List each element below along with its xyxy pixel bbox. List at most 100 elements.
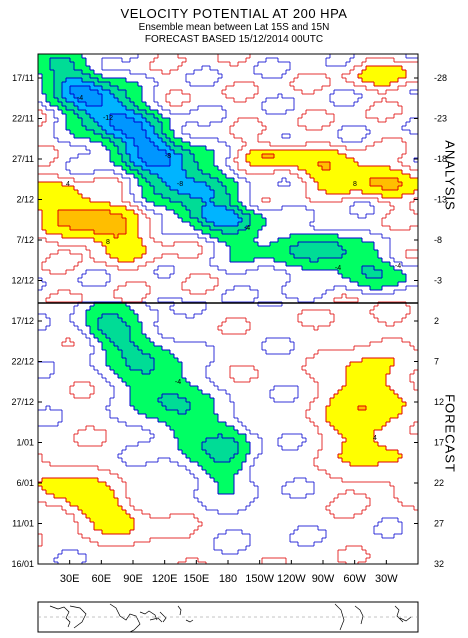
field-cell bbox=[54, 194, 59, 199]
field-cell bbox=[102, 214, 107, 219]
field-cell bbox=[302, 238, 307, 243]
field-cell bbox=[106, 362, 111, 367]
field-cell bbox=[82, 202, 87, 207]
field-cell bbox=[162, 386, 167, 391]
field-cell bbox=[246, 154, 251, 159]
field-cell bbox=[70, 106, 75, 111]
field-cell bbox=[138, 382, 143, 387]
field-cell bbox=[42, 78, 47, 83]
field-cell bbox=[374, 274, 379, 279]
field-cell bbox=[154, 350, 159, 355]
field-cell bbox=[162, 406, 167, 411]
field-cell bbox=[138, 238, 143, 243]
field-cell bbox=[90, 218, 95, 223]
field-cell bbox=[126, 218, 131, 223]
field-cell bbox=[146, 354, 151, 359]
field-cell bbox=[186, 194, 191, 199]
field-cell bbox=[74, 106, 79, 111]
field-cell bbox=[134, 130, 139, 135]
field-cell bbox=[110, 338, 115, 343]
field-cell bbox=[50, 82, 55, 87]
field-cell bbox=[70, 498, 75, 503]
field-cell bbox=[382, 402, 387, 407]
field-cell bbox=[190, 398, 195, 403]
field-cell bbox=[102, 326, 107, 331]
field-cell bbox=[130, 378, 135, 383]
field-cell bbox=[334, 186, 339, 191]
field-cell bbox=[342, 406, 347, 411]
field-cell bbox=[118, 142, 123, 147]
field-cell bbox=[366, 246, 371, 251]
field-cell bbox=[378, 390, 383, 395]
field-cell bbox=[242, 238, 247, 243]
field-cell bbox=[142, 114, 147, 119]
field-cell bbox=[350, 398, 355, 403]
field-cell bbox=[206, 430, 211, 435]
field-cell bbox=[338, 182, 343, 187]
field-cell bbox=[162, 170, 167, 175]
field-cell bbox=[138, 390, 143, 395]
field-cell bbox=[230, 482, 235, 487]
field-cell bbox=[158, 182, 163, 187]
field-cell bbox=[106, 358, 111, 363]
field-cell bbox=[110, 310, 115, 315]
field-cell bbox=[94, 314, 99, 319]
field-cell bbox=[74, 206, 79, 211]
field-cell bbox=[150, 142, 155, 147]
field-cell bbox=[134, 386, 139, 391]
field-cell bbox=[70, 58, 75, 63]
field-cell bbox=[166, 350, 171, 355]
field-cell bbox=[194, 430, 199, 435]
field-cell bbox=[134, 394, 139, 399]
field-cell bbox=[78, 106, 83, 111]
field-cell bbox=[70, 98, 75, 103]
field-cell bbox=[118, 334, 123, 339]
field-cell bbox=[382, 178, 387, 183]
field-cell bbox=[98, 126, 103, 131]
field-cell bbox=[114, 254, 119, 259]
field-cell bbox=[54, 202, 59, 207]
field-cell bbox=[194, 198, 199, 203]
field-cell bbox=[114, 218, 119, 223]
field-cell bbox=[62, 490, 67, 495]
field-cell bbox=[210, 182, 215, 187]
field-cell bbox=[90, 486, 95, 491]
field-cell bbox=[226, 466, 231, 471]
field-cell bbox=[122, 318, 127, 323]
field-cell bbox=[274, 254, 279, 259]
field-cell bbox=[294, 150, 299, 155]
field-cell bbox=[382, 410, 387, 415]
field-cell bbox=[322, 182, 327, 187]
field-cell bbox=[110, 206, 115, 211]
field-cell bbox=[298, 150, 303, 155]
field-cell bbox=[46, 66, 51, 71]
field-cell bbox=[134, 134, 139, 139]
field-cell bbox=[58, 182, 63, 187]
field-cell bbox=[58, 90, 63, 95]
field-cell bbox=[382, 362, 387, 367]
field-cell bbox=[210, 458, 215, 463]
field-cell bbox=[70, 78, 75, 83]
field-cell bbox=[182, 178, 187, 183]
field-cell bbox=[218, 214, 223, 219]
field-cell bbox=[354, 398, 359, 403]
field-cell bbox=[310, 262, 315, 267]
field-cell bbox=[198, 186, 203, 191]
field-cell bbox=[250, 154, 255, 159]
field-cell bbox=[254, 250, 259, 255]
field-cell bbox=[358, 406, 363, 411]
field-cell bbox=[310, 162, 315, 167]
field-cell bbox=[378, 366, 383, 371]
field-cell bbox=[170, 130, 175, 135]
field-cell bbox=[314, 266, 319, 271]
field-cell bbox=[358, 246, 363, 251]
field-cell bbox=[166, 410, 171, 415]
field-cell bbox=[370, 190, 375, 195]
field-cell bbox=[246, 218, 251, 223]
field-cell bbox=[270, 250, 275, 255]
field-cell bbox=[210, 470, 215, 475]
field-cell bbox=[186, 158, 191, 163]
field-cell bbox=[98, 234, 103, 239]
field-cell bbox=[46, 226, 51, 231]
field-cell bbox=[346, 170, 351, 175]
